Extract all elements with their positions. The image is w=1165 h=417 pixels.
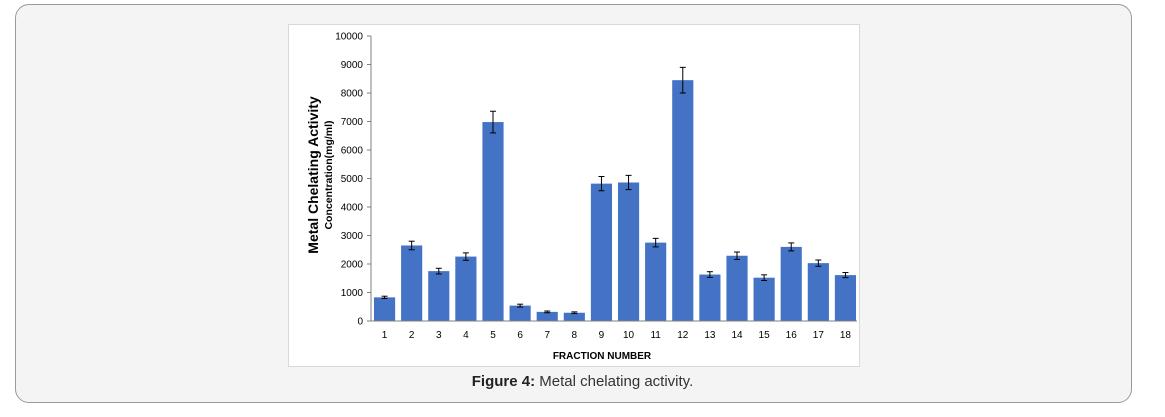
error-bar <box>625 174 632 191</box>
x-tick-label: 8 <box>572 330 578 341</box>
x-tick-label: 17 <box>813 330 825 341</box>
x-axis-label: FRACTION NUMBER <box>553 351 652 362</box>
x-tick-label: 14 <box>731 330 743 341</box>
x-tick-label: 12 <box>677 330 689 341</box>
bar-fraction-18 <box>834 275 857 321</box>
error-bar <box>842 272 849 279</box>
caption-label: Figure 4: <box>471 373 536 390</box>
y-tick-label: 5000 <box>341 174 364 185</box>
y-tick-label: 1000 <box>341 288 364 299</box>
x-tick-label: 16 <box>786 330 798 341</box>
x-tick-label: 7 <box>544 330 550 341</box>
x-tick-label: 13 <box>704 330 716 341</box>
bar-fraction-14 <box>726 255 748 321</box>
error-bar <box>679 66 686 94</box>
error-bar <box>381 295 388 299</box>
bar-fraction-11 <box>645 242 667 321</box>
x-tick-label: 3 <box>436 330 442 341</box>
bar-fraction-10 <box>617 182 640 321</box>
chart-figure: Metal Chelating Activity Concentration(m… <box>288 24 860 367</box>
bar-fraction-3 <box>428 271 450 321</box>
error-bar <box>571 311 578 315</box>
figure-caption: Figure 4: Metal chelating activity. <box>0 373 1165 390</box>
x-tick-label: 1 <box>382 330 388 341</box>
bar-chart: Metal Chelating Activity Concentration(m… <box>305 32 857 362</box>
bar-fraction-5 <box>482 122 504 321</box>
x-tick-label: 4 <box>463 330 469 341</box>
bar-fraction-8 <box>563 312 585 321</box>
bar-fraction-17 <box>807 263 829 321</box>
bar-fraction-13 <box>699 274 721 321</box>
x-tick-label: 6 <box>517 330 523 341</box>
y-tick-label: 3000 <box>341 231 364 242</box>
bar-fraction-7 <box>536 311 558 321</box>
y-tick-label: 2000 <box>341 260 364 271</box>
error-bar <box>652 237 659 248</box>
error-bar <box>435 267 442 275</box>
error-bar <box>598 176 605 192</box>
x-tick-label: 5 <box>490 330 496 341</box>
error-bar <box>462 252 469 261</box>
y-tick-label: 7000 <box>341 117 364 128</box>
y-tick-label: 0 <box>357 317 363 328</box>
bar-fraction-12 <box>672 80 694 321</box>
bar-fraction-15 <box>753 277 775 321</box>
error-bar <box>490 110 496 134</box>
error-bar <box>788 242 795 252</box>
y-tick-label: 10000 <box>335 32 363 43</box>
bar-fraction-16 <box>780 246 802 321</box>
x-tick-label: 18 <box>840 330 852 341</box>
x-tick-label: 9 <box>599 330 605 341</box>
bar-fraction-2 <box>401 245 423 321</box>
error-bar <box>706 271 713 278</box>
bar-fraction-9 <box>590 183 613 321</box>
caption-text: Metal chelating activity. <box>535 373 694 390</box>
y-tick-label: 6000 <box>341 146 364 157</box>
y-tick-label: 9000 <box>341 60 364 71</box>
error-bar <box>815 259 822 267</box>
x-tick-label: 10 <box>623 330 635 341</box>
x-tick-label: 15 <box>759 330 771 341</box>
y-axis-label-sub: Concentration(mg/ml) <box>323 120 335 229</box>
bar-fraction-6 <box>509 305 531 321</box>
error-bar <box>408 240 415 251</box>
bar-fraction-1 <box>373 297 396 321</box>
error-bar <box>734 251 740 260</box>
y-tick-label: 8000 <box>341 89 364 100</box>
error-bar <box>544 310 551 314</box>
x-tick-label: 2 <box>409 330 415 341</box>
error-bar <box>761 274 768 282</box>
y-axis-label-main: Metal Chelating Activity <box>305 96 321 254</box>
x-tick-label: 11 <box>650 330 661 341</box>
bar-fraction-4 <box>455 256 477 321</box>
y-tick-label: 4000 <box>341 203 364 214</box>
error-bar <box>517 303 524 308</box>
